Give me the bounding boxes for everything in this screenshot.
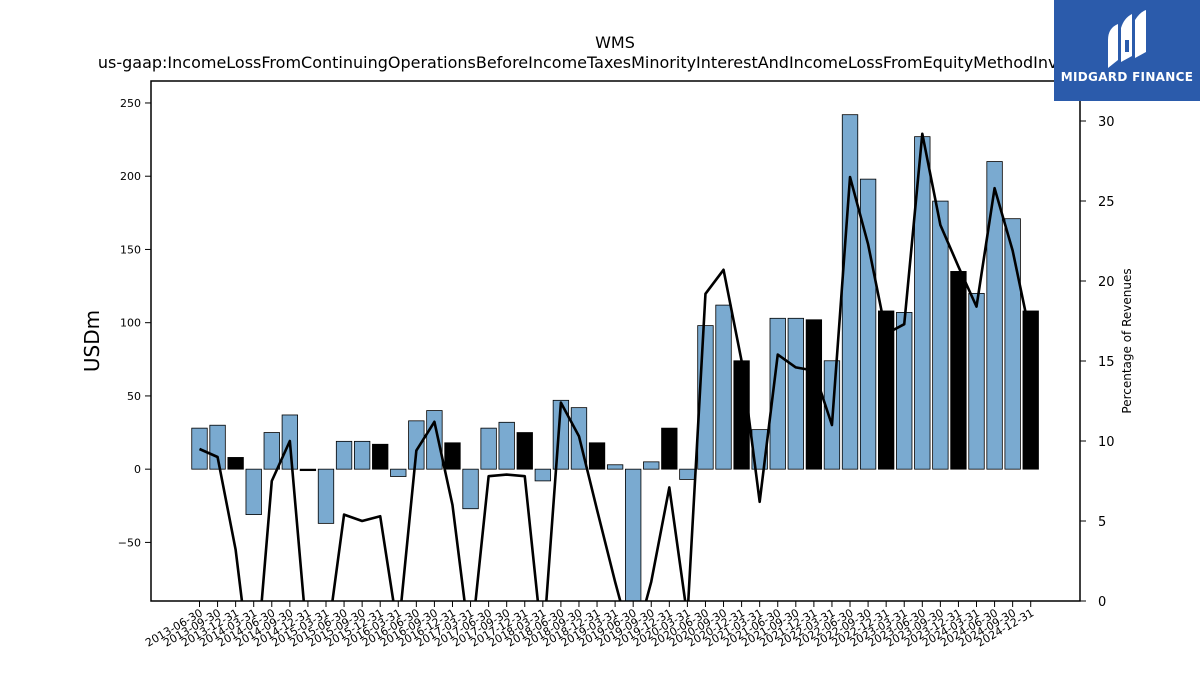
bar-2016-12-31 (444, 442, 461, 470)
left-tick-label: 200 (120, 170, 141, 183)
bars-layer (191, 114, 1039, 601)
bar-2018-03-31 (534, 468, 551, 482)
left-tick-label: 0 (134, 463, 141, 476)
bar-2016-03-31 (390, 468, 407, 477)
right-tick-label: 15 (1098, 355, 1115, 370)
left-tick-label: 50 (127, 390, 141, 403)
bar-2024-12-31 (1022, 310, 1039, 470)
bar-2019-03-31 (606, 464, 624, 470)
bar-2016-06-30 (408, 420, 425, 470)
bar-2020-03-31 (679, 468, 696, 480)
y-axis-label: USDm (80, 310, 104, 372)
bar-2024-09-30 (1004, 218, 1021, 470)
right-tick-label: 0 (1098, 595, 1106, 610)
bar-2023-09-30 (932, 200, 949, 470)
bar-2021-12-31 (805, 319, 823, 470)
bar-2017-09-30 (498, 421, 515, 470)
right-axis: 0 5 10 15 20 25 30 (1080, 115, 1115, 610)
bar-2023-12-31 (950, 271, 967, 470)
pct-revenue-line (198, 132, 1032, 601)
left-axis: −50 0 50 100 150 200 250 (118, 97, 151, 549)
bar-2022-06-30 (841, 114, 859, 470)
x-axis: 2013-06-302013-09-302013-12-312014-03-31… (143, 601, 1036, 650)
line-layer (198, 132, 1032, 601)
bar-2013-06-30 (191, 427, 208, 470)
right-tick-label: 25 (1098, 195, 1115, 210)
bar-2024-06-30 (986, 161, 1003, 470)
bar-2020-12-31 (733, 360, 750, 470)
bar-2015-06-30 (335, 440, 353, 470)
y2-axis-label: Percentage of Revenues (1120, 268, 1134, 413)
bar-2015-12-31 (372, 443, 389, 470)
bar-2017-06-30 (480, 427, 497, 470)
right-tick-label: 20 (1098, 275, 1115, 290)
right-tick-label: 30 (1098, 115, 1115, 130)
bar-2022-12-31 (878, 310, 895, 470)
bar-2018-12-31 (588, 442, 606, 470)
right-tick-label: 10 (1098, 435, 1115, 450)
bar-2017-12-31 (516, 432, 533, 470)
bar-2024-03-31 (968, 292, 985, 470)
right-tick-label: 5 (1098, 515, 1106, 530)
bar-2015-09-30 (353, 440, 371, 470)
bar-2023-03-31 (896, 312, 913, 470)
bar-2015-03-31 (317, 468, 335, 524)
chart-title: WMS (595, 33, 635, 52)
left-tick-label: 150 (120, 243, 141, 256)
bar-2014-03-31 (245, 468, 262, 515)
midgard-logo-icon (1108, 10, 1146, 68)
logo-text: MIDGARD FINANCE (1060, 70, 1194, 84)
bar-2019-09-30 (643, 461, 660, 470)
bar-2019-12-31 (661, 427, 678, 470)
bar-2022-09-30 (859, 178, 877, 470)
bar-2014-06-30 (263, 432, 280, 470)
chart-subtitle: us-gaap:IncomeLossFromContinuingOperatio… (98, 53, 1132, 72)
bar-2013-12-31 (227, 457, 244, 470)
bar-2014-12-31 (299, 468, 317, 472)
bar-2017-03-31 (462, 468, 479, 510)
left-tick-label: −50 (118, 536, 141, 549)
bar-2020-09-30 (715, 304, 732, 470)
left-tick-label: 250 (120, 97, 141, 110)
midgard-finance-logo: MIDGARD FINANCE (1054, 0, 1200, 101)
bar-2019-06-30 (625, 468, 642, 601)
left-tick-label: 100 (120, 317, 141, 330)
bar-2013-09-30 (209, 424, 226, 470)
bar-2016-09-30 (426, 410, 443, 470)
bar-2021-09-30 (787, 317, 804, 470)
